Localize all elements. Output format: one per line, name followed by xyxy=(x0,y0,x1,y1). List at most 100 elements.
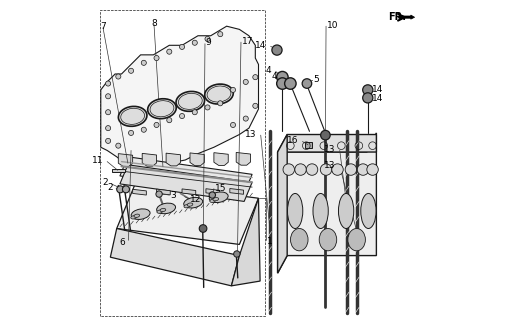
Text: 3: 3 xyxy=(170,190,176,200)
Circle shape xyxy=(129,130,133,135)
Circle shape xyxy=(154,55,159,60)
Text: 5: 5 xyxy=(313,75,319,84)
Polygon shape xyxy=(157,189,170,195)
Text: 16: 16 xyxy=(286,136,298,145)
Bar xyxy=(112,169,125,172)
Polygon shape xyxy=(117,182,258,244)
Text: 13: 13 xyxy=(324,161,336,170)
Circle shape xyxy=(234,251,240,257)
Ellipse shape xyxy=(148,99,176,119)
Text: 14: 14 xyxy=(372,94,384,103)
Circle shape xyxy=(116,143,121,148)
Circle shape xyxy=(243,79,248,84)
Text: 14: 14 xyxy=(372,85,384,94)
Circle shape xyxy=(345,164,357,175)
Circle shape xyxy=(105,138,111,143)
Ellipse shape xyxy=(361,194,376,228)
Ellipse shape xyxy=(157,203,176,214)
Ellipse shape xyxy=(131,209,150,220)
Polygon shape xyxy=(120,157,252,194)
Polygon shape xyxy=(118,154,133,166)
Text: 4: 4 xyxy=(266,66,271,75)
Circle shape xyxy=(272,45,282,55)
Ellipse shape xyxy=(209,192,228,203)
Text: 14: 14 xyxy=(255,41,266,50)
Circle shape xyxy=(154,123,159,127)
Circle shape xyxy=(302,79,312,88)
Circle shape xyxy=(205,105,210,110)
Ellipse shape xyxy=(291,228,308,251)
Circle shape xyxy=(363,93,373,103)
Circle shape xyxy=(179,44,185,50)
Ellipse shape xyxy=(157,210,162,213)
Circle shape xyxy=(167,49,172,54)
Polygon shape xyxy=(166,153,180,166)
Polygon shape xyxy=(182,189,196,195)
Circle shape xyxy=(285,78,296,89)
Ellipse shape xyxy=(313,194,328,228)
Ellipse shape xyxy=(213,197,219,201)
Circle shape xyxy=(321,130,330,140)
Polygon shape xyxy=(120,165,252,201)
Text: 13: 13 xyxy=(245,130,256,139)
Ellipse shape xyxy=(131,216,136,219)
Text: 1: 1 xyxy=(267,237,273,246)
Circle shape xyxy=(105,81,111,86)
Polygon shape xyxy=(278,134,376,152)
Circle shape xyxy=(209,192,216,198)
Text: 17: 17 xyxy=(241,37,253,46)
Ellipse shape xyxy=(160,208,166,212)
Polygon shape xyxy=(206,189,220,195)
Circle shape xyxy=(367,164,378,175)
Circle shape xyxy=(129,68,133,73)
Circle shape xyxy=(123,186,129,193)
Circle shape xyxy=(179,114,185,119)
Text: 10: 10 xyxy=(327,21,338,30)
Ellipse shape xyxy=(118,106,147,126)
Circle shape xyxy=(218,101,223,106)
Ellipse shape xyxy=(176,92,205,111)
Circle shape xyxy=(105,125,111,131)
Polygon shape xyxy=(110,228,239,286)
Ellipse shape xyxy=(339,194,354,228)
Circle shape xyxy=(117,186,124,193)
Polygon shape xyxy=(101,26,258,170)
Circle shape xyxy=(253,75,258,80)
Polygon shape xyxy=(278,134,287,273)
Ellipse shape xyxy=(187,203,193,206)
Circle shape xyxy=(295,164,306,175)
Text: 4: 4 xyxy=(271,72,277,81)
Polygon shape xyxy=(230,188,244,194)
Ellipse shape xyxy=(184,197,203,208)
Circle shape xyxy=(105,110,111,115)
Polygon shape xyxy=(133,189,146,195)
Text: 7: 7 xyxy=(100,22,105,31)
Circle shape xyxy=(218,32,223,37)
Text: 6: 6 xyxy=(119,238,125,247)
Bar xyxy=(305,141,312,148)
Circle shape xyxy=(231,123,236,127)
Text: 2: 2 xyxy=(102,179,108,188)
Circle shape xyxy=(231,87,236,92)
Ellipse shape xyxy=(205,84,233,104)
Circle shape xyxy=(363,85,373,95)
Ellipse shape xyxy=(319,228,337,251)
Text: 8: 8 xyxy=(151,19,157,28)
Circle shape xyxy=(357,164,369,175)
Polygon shape xyxy=(278,133,376,273)
Ellipse shape xyxy=(287,194,303,228)
Circle shape xyxy=(167,118,172,123)
Circle shape xyxy=(105,94,111,99)
Text: 12: 12 xyxy=(190,195,201,204)
Circle shape xyxy=(277,78,288,89)
Circle shape xyxy=(141,60,146,65)
Text: 13: 13 xyxy=(324,145,336,154)
Ellipse shape xyxy=(184,204,190,208)
Circle shape xyxy=(192,40,197,45)
Polygon shape xyxy=(399,15,415,19)
Text: 2: 2 xyxy=(107,183,113,192)
Polygon shape xyxy=(142,153,157,166)
Circle shape xyxy=(277,71,288,83)
Text: 15: 15 xyxy=(215,184,226,193)
Ellipse shape xyxy=(134,214,140,217)
